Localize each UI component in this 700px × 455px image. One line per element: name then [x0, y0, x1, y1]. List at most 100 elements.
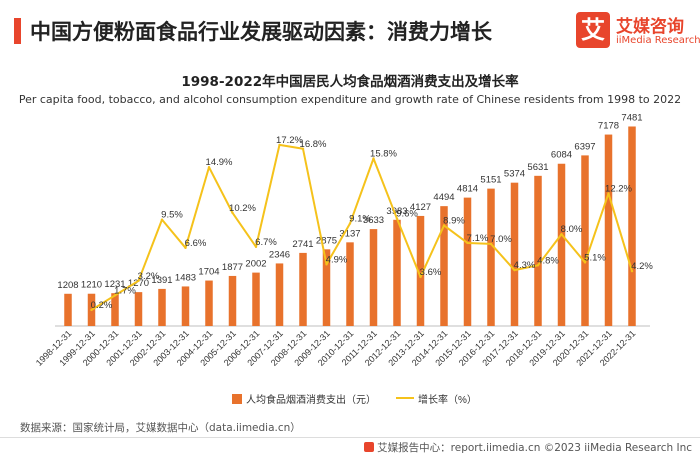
- chart-subtitle: Per capita food, tobacco, and alcohol co…: [18, 93, 682, 106]
- bar-value-label: 4127: [410, 202, 431, 213]
- legend-label-bar: 人均食品烟酒消费支出（元）: [246, 393, 376, 406]
- bar-value-label: 1231: [104, 279, 125, 290]
- bar-value-label: 1483: [175, 272, 196, 283]
- bar-value-label: 1704: [198, 267, 219, 278]
- growth-rate-point: [301, 147, 305, 150]
- growth-rate-label: 1.7%: [114, 285, 136, 296]
- bar-value-label: 5151: [480, 175, 501, 186]
- legend-label-line: 增长率（%）: [418, 393, 477, 406]
- bar-value-label: 5631: [527, 162, 548, 173]
- logo-text-cn: 艾媒咨询: [616, 17, 684, 37]
- bar: [369, 229, 378, 326]
- growth-rate-line: [90, 143, 633, 311]
- growth-rate-label: 5.1%: [584, 252, 606, 263]
- bar: [64, 293, 72, 326]
- growth-rate-point: [419, 275, 422, 279]
- bar: [346, 242, 354, 326]
- growth-rate-label: 9.1%: [349, 214, 371, 225]
- growth-rate-label: 9.6%: [396, 209, 418, 220]
- bar-value-label: 6397: [574, 141, 595, 152]
- bar: [487, 188, 495, 326]
- legend-swatch-bar: [232, 394, 242, 404]
- bar: [440, 206, 448, 326]
- title-accent-bar: [14, 18, 21, 44]
- growth-rate-point: [254, 245, 258, 249]
- page-title: 中国方便粉面食品行业发展驱动因素：消费力增长: [30, 20, 492, 44]
- growth-rate-label: 12.2%: [605, 183, 632, 194]
- logo-text-en: iiMedia Research: [616, 35, 700, 46]
- growth-rate-label: 16.8%: [300, 139, 327, 150]
- bar: [604, 134, 613, 326]
- bar: [393, 219, 401, 326]
- growth-rate-point: [583, 261, 587, 264]
- bar-value-label: 3983: [386, 206, 407, 217]
- growth-rate-point: [184, 246, 187, 250]
- growth-rate-label: 9.5%: [161, 210, 183, 221]
- growth-rate-label: 4.3%: [514, 260, 536, 271]
- bar-value-label: 1208: [57, 280, 78, 291]
- growth-rate-point: [372, 157, 375, 160]
- bar: [416, 215, 425, 326]
- growth-rate-point: [325, 263, 328, 266]
- bar-value-label: 7481: [621, 112, 642, 123]
- bar: [181, 286, 190, 326]
- copyright: 艾媒报告中心：report.iimedia.cn ©2023 iiMedia R…: [364, 440, 692, 455]
- logo-icon: 艾: [576, 12, 610, 48]
- growth-rate-label: 3.6%: [420, 267, 442, 278]
- growth-rate-label: 7.0%: [490, 234, 512, 245]
- bar-value-label: 2346: [269, 249, 290, 260]
- growth-rate-point: [207, 166, 211, 169]
- bar-value-label: 2741: [292, 239, 313, 250]
- growth-rate-point: [536, 264, 540, 267]
- bar-value-label: 4494: [433, 192, 454, 203]
- bar-value-label: 7178: [598, 121, 619, 132]
- bar: [581, 155, 589, 326]
- bar: [275, 263, 284, 326]
- data-source: 数据来源：国家统计局，艾媒数据中心（data.iimedia.cn）: [20, 422, 301, 434]
- mini-logo-icon: [364, 442, 375, 452]
- bar-value-label: 5374: [504, 169, 525, 180]
- bar-value-label: 2002: [245, 259, 266, 270]
- growth-rate-point: [466, 241, 469, 245]
- growth-rate-point: [231, 211, 234, 215]
- growth-rate-point: [160, 218, 164, 221]
- copyright-text: 艾媒报告中心：report.iimedia.cn ©2023 iiMedia R…: [377, 442, 692, 454]
- growth-rate-label: 4.2%: [631, 261, 653, 272]
- chart-title: 1998-2022年中国居民人均食品烟酒消费支出及增长率: [181, 74, 519, 90]
- bar: [158, 288, 166, 326]
- bar: [463, 197, 472, 326]
- bar: [557, 163, 566, 326]
- bar: [322, 249, 331, 326]
- bar-value-label: 2875: [316, 235, 337, 246]
- growth-rate-point: [442, 224, 446, 227]
- bar-value-label: 3633: [363, 215, 384, 226]
- bar: [299, 252, 307, 326]
- growth-rate-point: [489, 242, 493, 246]
- bar: [252, 272, 260, 326]
- growth-rate-point: [630, 269, 634, 273]
- bar-value-label: 1877: [222, 262, 243, 273]
- growth-rate-label: 3.2%: [138, 271, 160, 282]
- bar: [510, 182, 519, 326]
- growth-rate-label: 4.9%: [326, 254, 348, 265]
- growth-rate-point: [90, 308, 93, 312]
- bar: [134, 292, 143, 326]
- bar-value-label: 1391: [151, 275, 172, 286]
- growth-rate-label: 10.2%: [229, 203, 256, 214]
- growth-rate-point: [113, 294, 117, 297]
- bar: [228, 275, 237, 326]
- growth-rate-point: [137, 279, 140, 283]
- growth-rate-point: [513, 268, 516, 272]
- growth-rate-point: [395, 217, 399, 220]
- bar: [534, 175, 542, 326]
- growth-rate-point: [607, 192, 610, 195]
- footer-divider: [0, 437, 700, 438]
- bar-value-label: 6084: [551, 150, 572, 161]
- growth-rate-label: 14.9%: [206, 157, 233, 168]
- bar-value-label: 4814: [457, 184, 478, 195]
- growth-rate-point: [348, 222, 352, 225]
- growth-rate-label: 7.1%: [467, 233, 489, 244]
- bar: [111, 293, 119, 326]
- brand-logo: 艾 艾媒咨询 iiMedia Research: [576, 12, 700, 56]
